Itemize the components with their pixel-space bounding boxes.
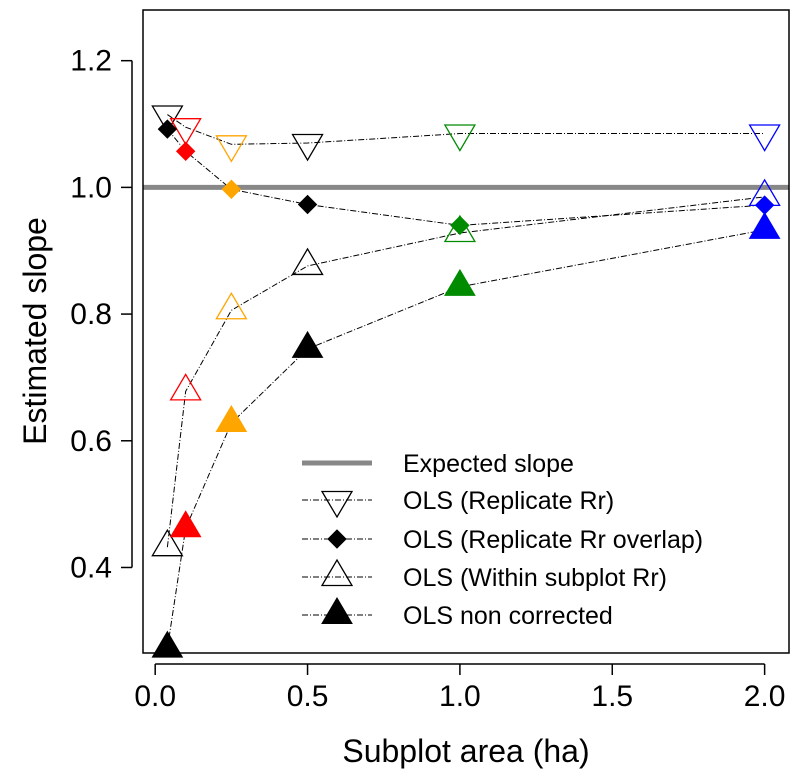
data-point-s3-6 (748, 178, 781, 207)
data-point-s4-1 (151, 630, 184, 658)
x-tick-label-1: 0.0 (134, 680, 176, 713)
data-point-s3-5 (443, 214, 477, 243)
data-point-s3-4 (291, 247, 324, 276)
legend-label-4: OLS non corrected (403, 602, 613, 630)
plot-frame (142, 9, 790, 654)
y-tick-label-5: 1.2 (70, 45, 112, 78)
x-tick-label-3: 1.0 (439, 680, 481, 713)
legend-marker-3 (320, 558, 354, 587)
y-axis-title: Estimated slope (17, 217, 53, 445)
y-tick-label-3: 0.8 (70, 298, 112, 331)
y-tick-label-4: 1.0 (70, 171, 112, 204)
legend-marker-4 (321, 597, 353, 624)
data-point-s2-1 (157, 119, 178, 139)
legend-label-1: OLS (Replicate Rr) (403, 487, 614, 515)
data-point-s2-5 (450, 215, 470, 236)
series-line-4 (166, 229, 765, 649)
legend-label-3: OLS (Within subplot Rr) (403, 564, 667, 592)
data-point-s1-2 (169, 118, 202, 146)
series-line-3 (166, 196, 765, 548)
y-tick-label-1: 0.4 (70, 551, 112, 584)
data-point-s2-3 (221, 179, 242, 199)
data-point-s4-6 (748, 211, 781, 239)
data-point-s2-4 (297, 194, 318, 215)
y-tick-label-2: 0.6 (70, 425, 112, 458)
data-point-s1-3 (215, 135, 248, 163)
data-point-s3-3 (215, 291, 248, 320)
data-point-s3-1 (151, 528, 184, 557)
x-tick-label-2: 0.5 (287, 680, 329, 713)
x-tick-label-5: 2.0 (744, 680, 786, 713)
x-axis-title: Subplot area (ha) (342, 733, 589, 769)
data-point-s4-4 (291, 330, 324, 358)
data-point-s1-5 (443, 124, 477, 152)
legend-label-2: OLS (Replicate Rr overlap) (403, 526, 703, 554)
data-point-s4-2 (169, 510, 202, 538)
data-point-s2-2 (175, 141, 196, 161)
data-point-s4-5 (444, 268, 476, 296)
data-point-s1-6 (748, 124, 781, 152)
data-point-s4-3 (215, 405, 248, 433)
x-tick-label-4: 1.5 (591, 680, 633, 713)
legend: Expected slope OLS (Replicate Rr) OLS (Rep… (302, 450, 703, 630)
legend-label-expected-slope: Expected slope (403, 450, 574, 478)
legend-marker-1 (320, 490, 354, 519)
legend-marker-2 (327, 529, 347, 549)
data-point-s3-2 (169, 373, 202, 401)
data-point-s1-4 (291, 133, 324, 162)
